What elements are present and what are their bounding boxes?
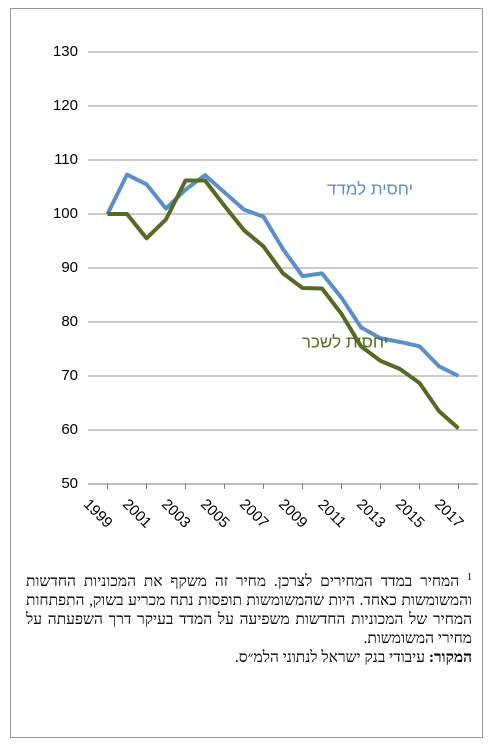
source: המקור: עיבודי בנק ישראל לנתוני הלמ״ס. — [26, 648, 472, 667]
y-tick-label: 120 — [53, 97, 78, 114]
y-tick-label: 130 — [53, 43, 78, 60]
footnote: 1 המחיר במדד המחירים לצרכן. מחיר זה משקף… — [26, 568, 472, 648]
series-line — [105, 172, 460, 378]
source-text: עיבודי בנק ישראל לנתוני הלמ״ס. — [234, 649, 425, 667]
x-tick-label: 2009 — [275, 496, 311, 532]
x-tick-label: 2003 — [158, 496, 194, 532]
x-tick-label: 2005 — [197, 496, 233, 532]
x-tick-label: 2001 — [119, 496, 155, 532]
y-tick-label: 90 — [61, 259, 78, 276]
footnote-text: המחיר במדד המחירים לצרכן. מחיר זה משקף א… — [26, 573, 472, 648]
source-label: המקור: — [428, 649, 472, 667]
y-tick-label: 70 — [61, 367, 78, 384]
series-label: יחסית למדד — [327, 179, 413, 198]
x-tick-label: 2015 — [392, 496, 428, 532]
series-label: יחסית לשכר — [302, 332, 388, 351]
y-tick-label: 100 — [53, 205, 78, 222]
footnote-marker: 1 — [467, 572, 473, 583]
y-tick-label: 110 — [54, 151, 78, 168]
x-tick-label: 2007 — [236, 496, 272, 532]
y-tick-label: 50 — [61, 475, 78, 492]
y-tick-label: 80 — [61, 313, 78, 330]
y-tick-label: 60 — [61, 421, 78, 438]
x-tick-label: 2011 — [314, 496, 349, 531]
x-tick-label: 2013 — [353, 496, 389, 532]
frame — [10, 8, 483, 738]
x-tick-label: 1999 — [80, 496, 116, 532]
series-line — [107, 178, 460, 430]
notes: 1 המחיר במדד המחירים לצרכן. מחיר זה משקף… — [26, 568, 472, 667]
x-tick-label: 2017 — [431, 496, 467, 532]
